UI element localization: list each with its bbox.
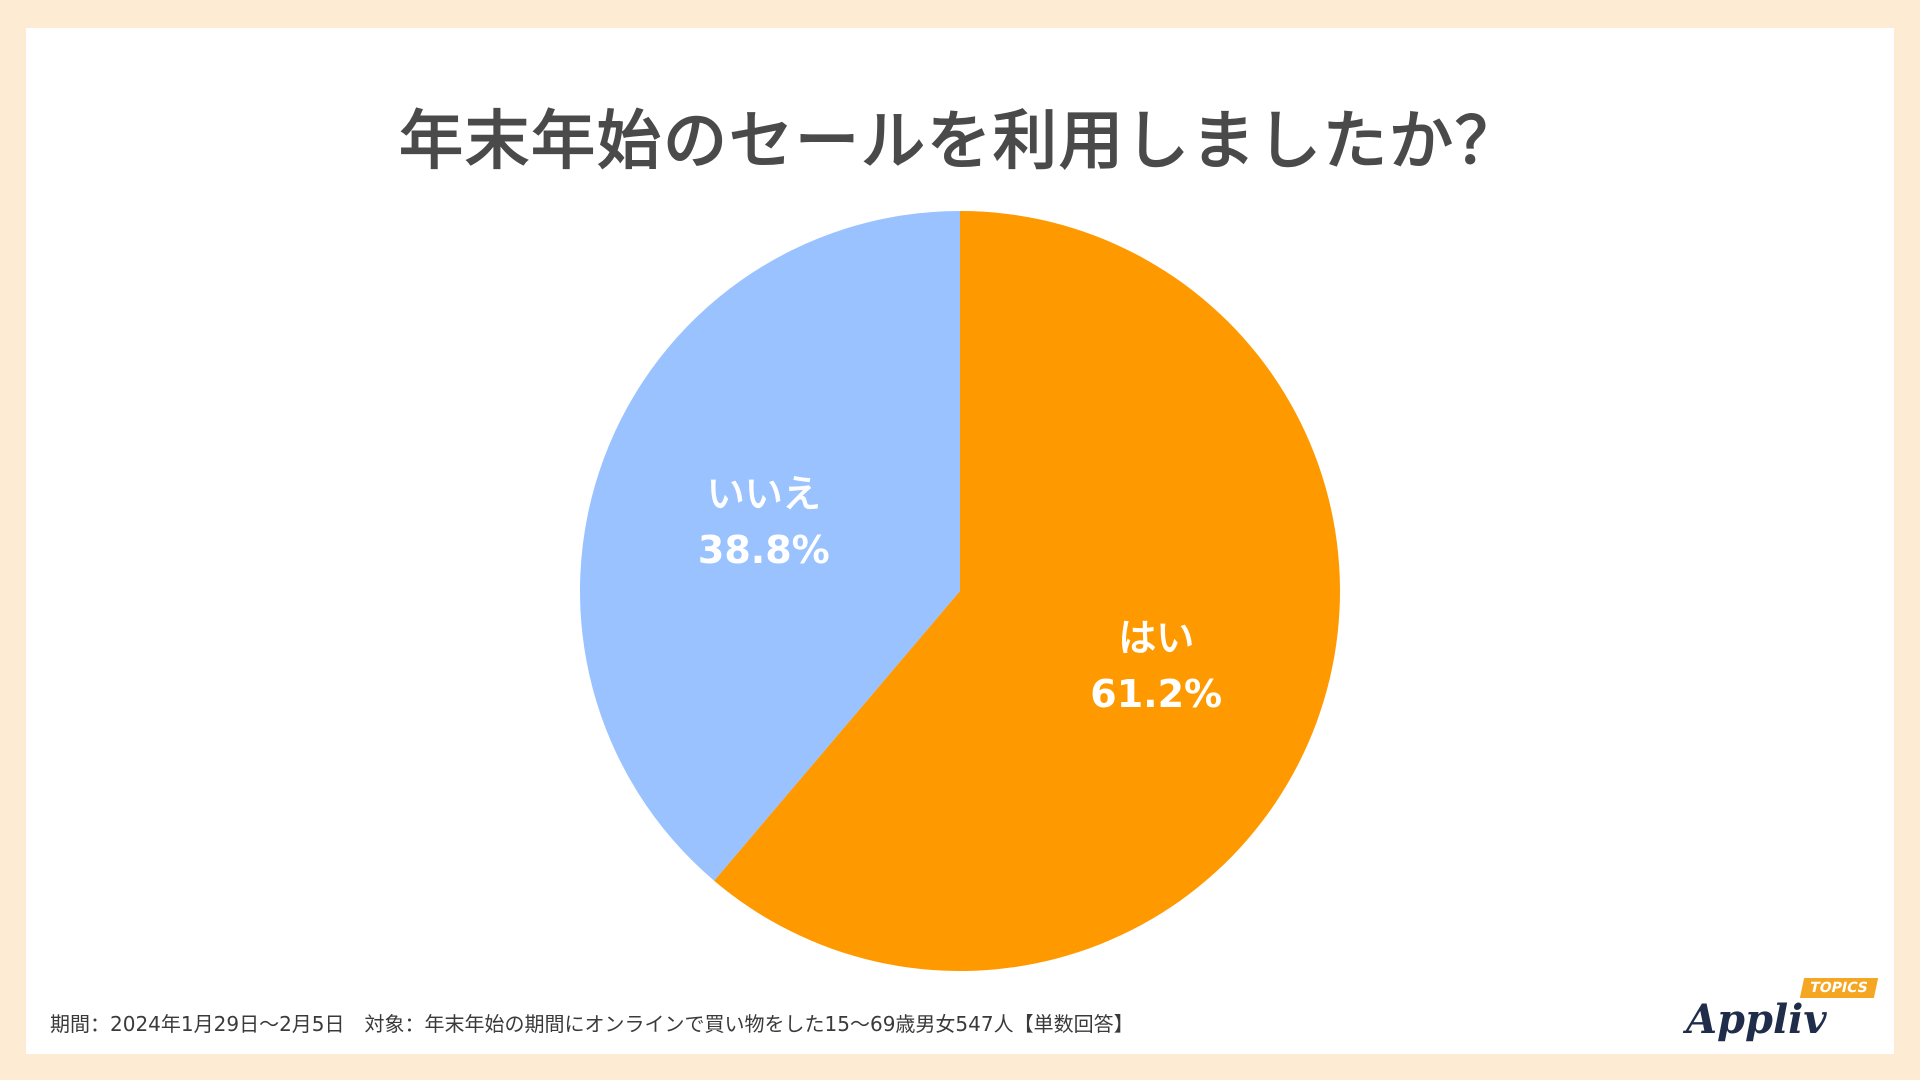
slice-value-label: 38.8% bbox=[698, 528, 830, 572]
chart-card: 年末年始のセールを利用しましたか？ はい 61.2% いいえ 38.8% 期間：202… bbox=[26, 28, 1894, 1054]
slice-category-label: はい bbox=[1118, 616, 1194, 660]
pie-chart: はい 61.2% いいえ 38.8% bbox=[579, 211, 1340, 971]
survey-footnote: 期間：2024年1月29日〜2月5日 対象：年末年始の期間にオンラインで買い物を… bbox=[50, 1012, 1134, 1036]
chart-title: 年末年始のセールを利用しましたか？ bbox=[399, 105, 1521, 179]
pie-slice-yes bbox=[714, 211, 1340, 971]
slice-value-label: 61.2% bbox=[1090, 672, 1222, 716]
appliv-topics-logo: Appliv TOPICS bbox=[1686, 978, 1878, 1048]
slice-category-label: いいえ bbox=[707, 472, 821, 516]
logo-badge: TOPICS bbox=[1799, 978, 1878, 998]
logo-text: Appliv bbox=[1686, 996, 1827, 1043]
pie-slice-no bbox=[579, 211, 960, 881]
